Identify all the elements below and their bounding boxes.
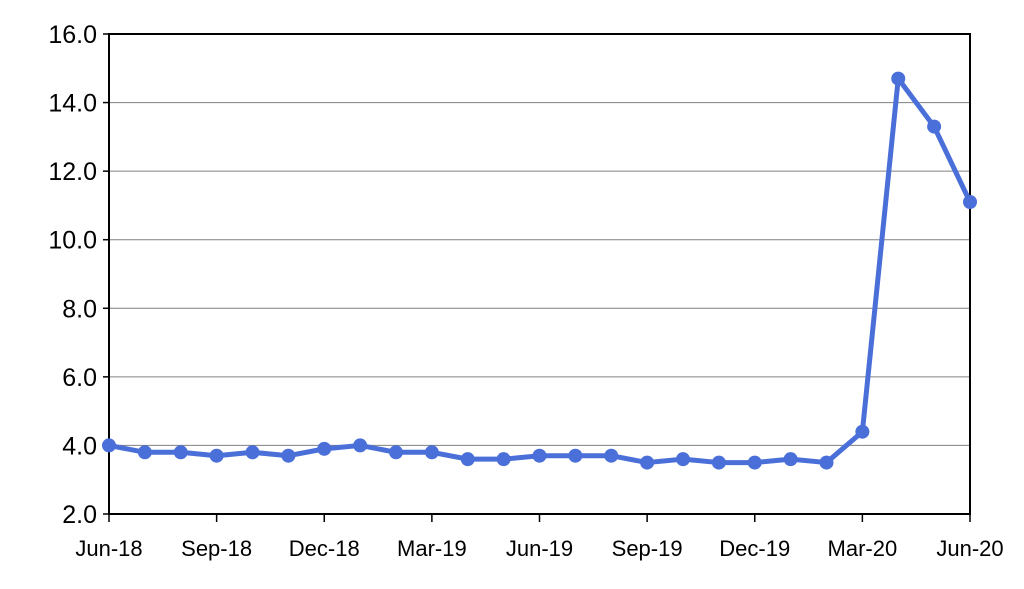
data-point xyxy=(532,448,547,463)
data-point xyxy=(747,455,762,470)
data-point xyxy=(389,445,403,460)
data-point xyxy=(317,441,332,456)
data-point xyxy=(173,445,188,460)
y-tick-label: 14.0 xyxy=(48,90,97,118)
x-tick-label: Dec-19 xyxy=(719,536,790,561)
series-line xyxy=(108,76,973,466)
data-point xyxy=(281,448,296,463)
y-tick-labels: 2.0 4.0 6.0 8.0 10.0 12.0 14.0 16.0 xyxy=(48,21,97,529)
x-tick-label: Mar-20 xyxy=(828,536,898,561)
y-tick-label: 4.0 xyxy=(62,432,97,460)
data-point xyxy=(604,448,619,463)
data-point xyxy=(927,119,942,134)
x-tick-label: Sep-19 xyxy=(612,536,683,561)
y-tick-label: 8.0 xyxy=(62,295,97,323)
x-tick-label: Jun-18 xyxy=(75,536,142,561)
y-tick-label: 16.0 xyxy=(48,21,97,49)
x-tick-label: Jun-19 xyxy=(506,536,573,561)
x-tick-labels: Jun-18 Sep-18 Dec-18 Mar-19 Jun-19 Sep-19 Dec-… xyxy=(75,536,1003,561)
y-tick-label: 12.0 xyxy=(48,158,97,186)
data-point xyxy=(245,445,260,460)
x-tick-label: Jun-20 xyxy=(936,536,1003,561)
x-tick-label: Sep-18 xyxy=(181,536,252,561)
data-point xyxy=(640,455,655,470)
data-point xyxy=(568,448,583,463)
y-tick-label: 6.0 xyxy=(62,364,97,392)
x-tick-label: Mar-19 xyxy=(397,536,467,561)
axes xyxy=(103,33,971,522)
data-point xyxy=(783,452,798,467)
y-tick-label: 10.0 xyxy=(48,227,97,255)
data-point xyxy=(855,424,870,439)
data-point xyxy=(496,452,511,467)
data-point xyxy=(137,445,152,460)
data-point xyxy=(209,448,224,463)
series-layer xyxy=(102,71,977,470)
data-point xyxy=(353,438,368,453)
data-point xyxy=(102,438,116,453)
data-point xyxy=(460,452,475,467)
data-point xyxy=(676,452,690,467)
gridlines xyxy=(109,102,970,446)
y-tick-label: 2.0 xyxy=(62,501,97,529)
data-point xyxy=(963,195,977,209)
data-point xyxy=(891,71,906,86)
data-point xyxy=(711,455,726,470)
x-tick-label: Dec-18 xyxy=(289,536,360,561)
plot-area-border xyxy=(108,33,971,515)
data-point xyxy=(819,455,834,470)
data-point xyxy=(424,445,439,460)
